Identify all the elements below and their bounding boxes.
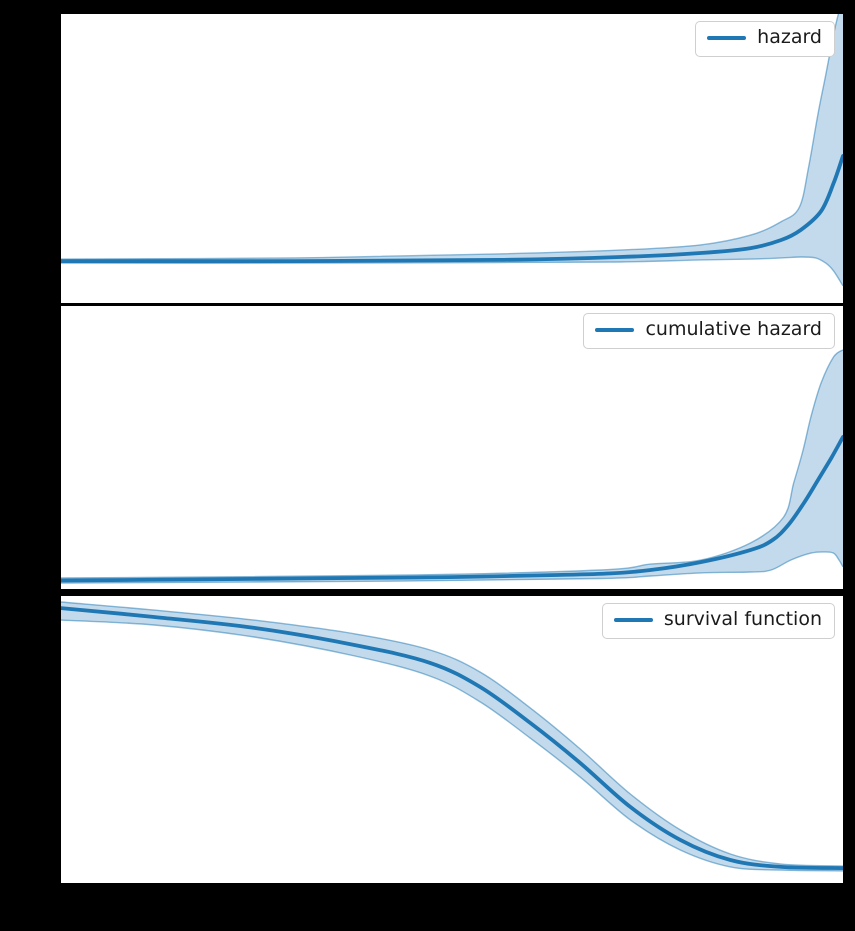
- axes-hazard: hazard: [61, 14, 843, 303]
- legend-line-icon: [595, 327, 635, 332]
- cumulative-hazard-plot: [61, 349, 843, 584]
- legend-survival-function: survival function: [601, 603, 835, 639]
- survival-function-plot: [61, 601, 843, 872]
- legend-cumulative-hazard: cumulative hazard: [583, 313, 835, 349]
- legend-line-icon: [613, 617, 653, 622]
- legend-hazard: hazard: [695, 21, 835, 57]
- legend-line-icon: [707, 35, 747, 40]
- legend-label: cumulative hazard: [645, 318, 822, 340]
- axes-cumulative-hazard: cumulative hazard: [61, 306, 843, 589]
- hazard-plot: [61, 14, 843, 287]
- legend-label: hazard: [757, 26, 822, 48]
- legend-label: survival function: [663, 608, 822, 630]
- axes-survival-function: survival function: [61, 596, 843, 883]
